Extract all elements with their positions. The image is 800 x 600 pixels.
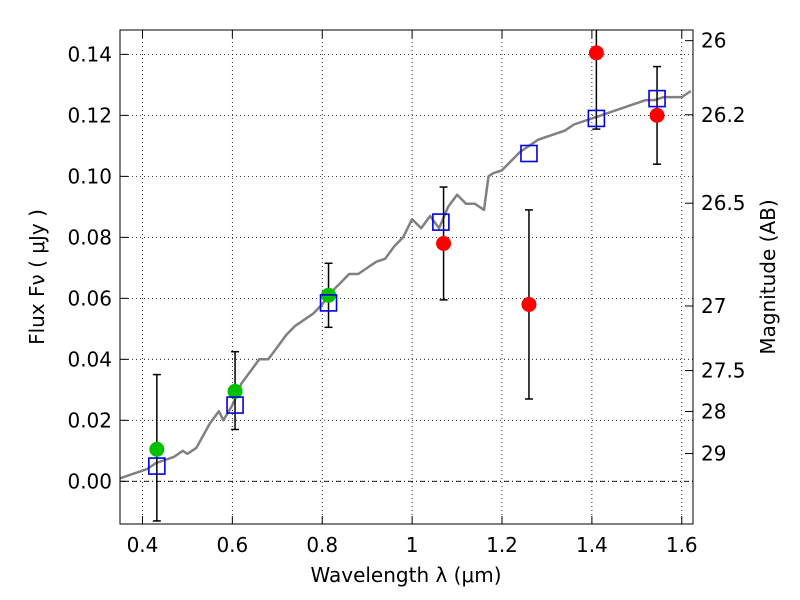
x-tick-label: 1.2: [486, 533, 518, 557]
observed-flux-point: [649, 107, 665, 123]
right-tick-labels: 26 26.2 26.5 27 27.5 28 29: [701, 29, 746, 466]
x-tick-label: 1.4: [576, 533, 608, 557]
y-tick-label: 0.00: [67, 469, 112, 493]
y-tick-label: 0.08: [67, 225, 112, 249]
right-tick-label: 26.2: [701, 103, 746, 127]
observed-flux-point: [521, 296, 537, 312]
x-tick-label: 0.8: [306, 533, 338, 557]
model-spectrum-path: [119, 89, 692, 480]
y-axis-label: Flux Fν ( μJy ): [25, 209, 49, 345]
right-axis-label: Magnitude (AB): [756, 199, 780, 354]
y-tick-labels: 0.00 0.02 0.04 0.06 0.08 0.10 0.12 0.14: [67, 42, 112, 493]
x-axis-label: Wavelength λ (μm): [310, 563, 501, 587]
x-tick-labels: 0.4 0.6 0.8 1 1.2 1.4 1.6: [127, 533, 698, 557]
model-flux-square: [319, 294, 338, 312]
y-tick-label: 0.12: [67, 103, 112, 127]
y-tick-label: 0.10: [67, 164, 112, 188]
model-flux-square: [226, 396, 244, 414]
x-tick-label: 1.6: [666, 533, 698, 557]
observed-flux-point: [588, 45, 604, 61]
x-tick-label: 0.6: [216, 533, 248, 557]
model-flux-square: [587, 109, 606, 128]
model-flux-square: [520, 144, 538, 163]
observed-flux-point: [227, 383, 243, 399]
right-tick-label: 29: [701, 442, 726, 466]
model-flux-square: [432, 213, 450, 231]
model-spectrum-line: [119, 89, 692, 480]
right-tick-label: 27: [701, 294, 726, 318]
y-tick-label: 0.06: [67, 286, 112, 310]
data-markers: [148, 45, 666, 475]
plot-frame: [119, 29, 694, 525]
right-tick-label: 26.5: [701, 191, 746, 215]
observed-flux-point: [436, 235, 452, 251]
observed-flux-point: [149, 441, 165, 457]
y-tick-label: 0.02: [67, 408, 112, 432]
right-tick-label: 26: [701, 29, 726, 53]
x-tick-label: 0.4: [127, 533, 159, 557]
right-tick-label: 28: [701, 399, 726, 423]
x-tick-label: 1: [406, 533, 419, 557]
y-tick-label: 0.04: [67, 347, 112, 371]
plot-background: [120, 30, 693, 524]
model-flux-square: [148, 457, 166, 475]
y-tick-label: 0.14: [67, 42, 112, 66]
model-flux-square: [648, 89, 666, 108]
right-tick-label: 27.5: [701, 359, 746, 383]
ticks: [120, 30, 693, 524]
